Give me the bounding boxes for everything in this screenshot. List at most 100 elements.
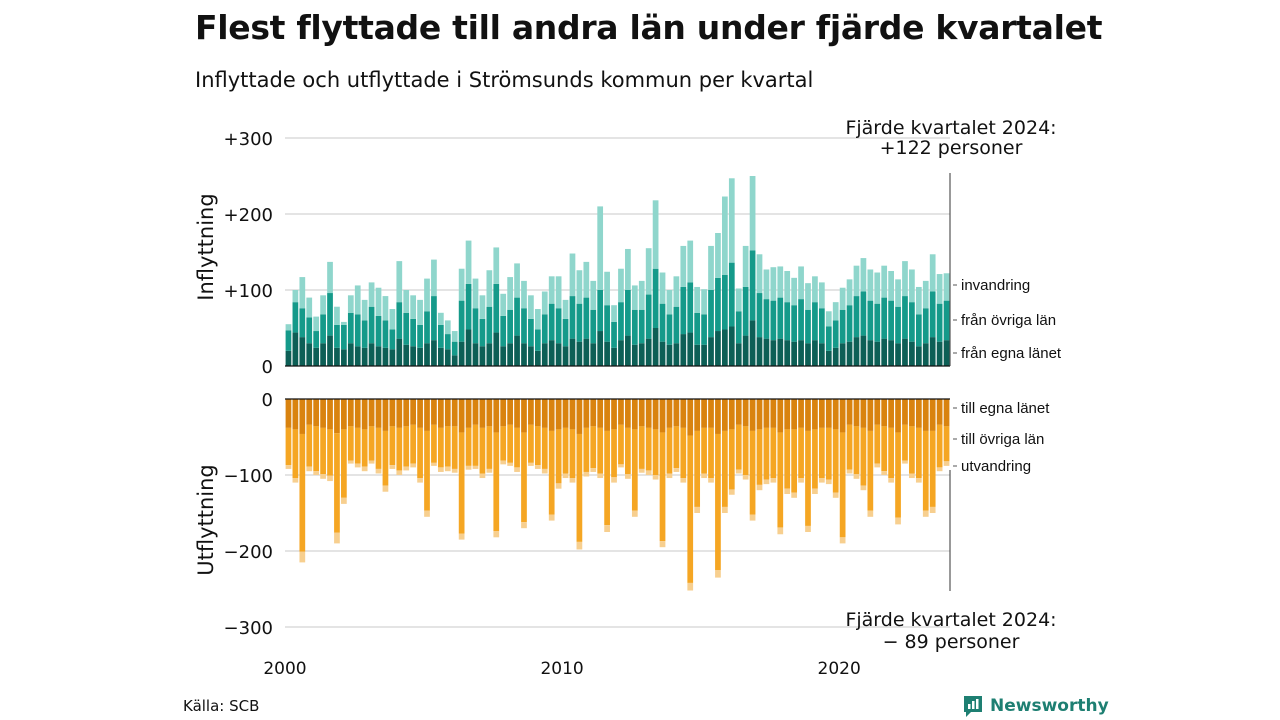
bar-fran-egna-lanet	[555, 343, 562, 366]
bar-utvandring	[396, 470, 403, 475]
bar-invandring	[327, 261, 333, 294]
bar-fran-egna-lanet	[742, 335, 749, 366]
bar-utvandring	[493, 531, 500, 538]
source-label: Källa: SCB	[183, 697, 260, 715]
bar-till-egna-lanet	[548, 399, 555, 431]
bar-fran-ovriga-lan	[777, 297, 784, 339]
bar-fran-egna-lanet	[341, 349, 347, 366]
bar-fran-egna-lanet	[625, 335, 631, 366]
bar-till-ovriga-lan	[818, 427, 825, 479]
bar-invandring	[749, 176, 756, 251]
bar-till-egna-lanet	[507, 399, 513, 425]
bar-invandring	[687, 240, 694, 283]
bar-fran-egna-lanet	[805, 343, 811, 366]
bar-till-egna-lanet	[763, 399, 770, 428]
bar-utvandring	[922, 510, 929, 517]
bar-utvandring	[514, 467, 520, 472]
bar-utvandring	[534, 465, 541, 469]
bar-fran-ovriga-lan	[361, 320, 368, 348]
bar-utvandring	[618, 464, 624, 468]
bar-utvandring	[846, 469, 853, 474]
bar-till-egna-lanet	[569, 399, 576, 430]
bar-till-ovriga-lan	[403, 426, 410, 467]
bar-till-egna-lanet	[888, 399, 894, 428]
bar-invandring	[659, 272, 666, 304]
bar-invandring	[444, 320, 451, 335]
bar-fran-ovriga-lan	[354, 314, 361, 347]
bar-till-ovriga-lan	[410, 424, 417, 464]
bar-utvandring	[888, 478, 894, 483]
bar-invandring	[715, 233, 721, 278]
bar-fran-egna-lanet	[922, 343, 929, 366]
bar-till-egna-lanet	[805, 399, 811, 431]
bar-till-ovriga-lan	[528, 424, 534, 463]
bar-till-egna-lanet	[818, 399, 825, 428]
bar-till-ovriga-lan	[832, 429, 839, 493]
bar-till-ovriga-lan	[652, 429, 659, 475]
bar-till-egna-lanet	[327, 399, 333, 430]
bar-utvandring	[839, 537, 846, 544]
bar-fran-ovriga-lan	[396, 302, 403, 339]
bar-till-ovriga-lan	[361, 429, 368, 467]
bar-till-ovriga-lan	[915, 427, 922, 479]
bar-invandring	[798, 266, 804, 300]
chart-title: Flest flyttade till andra län under fjär…	[195, 8, 1103, 47]
legend-label: till övriga län	[961, 431, 1044, 448]
bar-fran-egna-lanet	[791, 341, 798, 366]
bar-till-egna-lanet	[361, 399, 368, 430]
bar-utvandring	[895, 517, 901, 525]
bar-utvandring	[798, 478, 804, 483]
bar-till-ovriga-lan	[625, 427, 631, 475]
bar-fran-egna-lanet	[424, 343, 430, 366]
bar-utvandring	[555, 483, 562, 489]
bar-invandring	[437, 312, 444, 325]
bar-invandring	[805, 283, 811, 310]
bar-fran-ovriga-lan	[569, 296, 576, 339]
bar-fran-egna-lanet	[846, 341, 853, 366]
bar-utvandring	[860, 485, 867, 491]
bar-utvandring	[521, 522, 527, 529]
bar-fran-ovriga-lan	[507, 309, 513, 344]
bar-invandring	[521, 280, 527, 309]
bar-fran-ovriga-lan	[306, 317, 313, 344]
bar-till-ovriga-lan	[722, 430, 728, 507]
bar-utvandring	[936, 467, 943, 472]
bar-fran-ovriga-lan	[742, 286, 749, 336]
bar-fran-ovriga-lan	[424, 311, 430, 344]
bar-invandring	[465, 240, 472, 284]
bar-fran-egna-lanet	[770, 340, 777, 366]
bar-utvandring	[590, 468, 597, 472]
bar-fran-ovriga-lan	[521, 308, 527, 344]
bar-fran-egna-lanet	[285, 350, 292, 366]
bar-fran-egna-lanet	[638, 343, 645, 366]
bar-till-ovriga-lan	[562, 427, 569, 474]
bar-till-ovriga-lan	[389, 426, 396, 466]
bar-fran-egna-lanet	[777, 338, 784, 366]
bar-till-ovriga-lan	[763, 427, 770, 480]
bar-till-ovriga-lan	[347, 426, 354, 461]
bar-fran-ovriga-lan	[715, 277, 721, 332]
annotation-label: Fjärde kvartalet 2024:	[845, 609, 1056, 631]
bar-invandring	[652, 200, 659, 269]
bar-invandring	[313, 316, 320, 332]
bar-utvandring	[805, 525, 811, 532]
bar-utvandring	[320, 474, 326, 479]
bar-fran-egna-lanet	[902, 338, 908, 366]
bar-utvandring	[562, 473, 569, 479]
bar-fran-ovriga-lan	[313, 331, 320, 348]
bar-fran-ovriga-lan	[874, 303, 881, 342]
bar-till-ovriga-lan	[645, 427, 652, 471]
bar-invandring	[742, 245, 749, 287]
bar-fran-ovriga-lan	[902, 296, 908, 339]
bar-invandring	[936, 274, 943, 304]
bar-fran-ovriga-lan	[749, 250, 756, 321]
bar-utvandring	[728, 489, 735, 495]
bar-till-ovriga-lan	[936, 424, 943, 468]
bar-utvandring	[881, 471, 888, 475]
bar-till-egna-lanet	[742, 399, 749, 427]
bar-utvandring	[812, 488, 818, 494]
bar-utvandring	[943, 461, 950, 466]
bar-utvandring	[791, 492, 798, 498]
bar-till-ovriga-lan	[631, 429, 638, 511]
bar-till-egna-lanet	[929, 399, 936, 431]
